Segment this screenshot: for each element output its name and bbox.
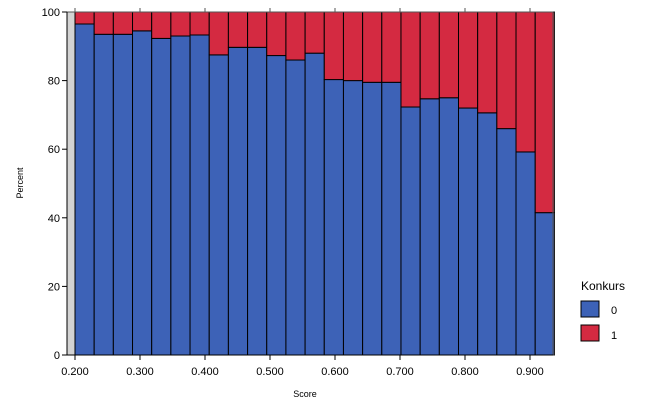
- bar-segment-0-17: [400, 106, 421, 356]
- bar-segment-0-22: [496, 128, 517, 356]
- bar-segment-0-1: [93, 33, 114, 356]
- legend-title: Konkurs: [581, 279, 625, 293]
- bar-segment-0-21: [477, 112, 498, 356]
- y-tick-label-4: 80: [48, 76, 60, 88]
- bar-segment-1-21: [477, 11, 498, 114]
- x-tick-label-5: 0.700: [386, 366, 414, 378]
- bar-segment-1-2: [112, 11, 134, 35]
- bars-layer: [74, 11, 555, 356]
- legend-label-0: 0: [611, 305, 617, 317]
- bar-segment-1-7: [208, 11, 229, 56]
- bar-segment-1-1: [93, 11, 114, 35]
- legend-swatch-1: [580, 324, 600, 342]
- bar-segment-0-5: [170, 35, 191, 356]
- bar-segment-1-24: [534, 11, 555, 214]
- bar-segment-0-19: [438, 97, 459, 356]
- bar-segment-0-18: [419, 98, 440, 356]
- legend-label-1: 1: [611, 330, 617, 342]
- x-tick-label-1: 0.300: [126, 366, 154, 378]
- bar-segment-1-19: [438, 11, 459, 99]
- bar-segment-0-4: [151, 37, 172, 356]
- x-tick-label-4: 0.600: [321, 366, 349, 378]
- bar-segment-0-6: [189, 34, 210, 356]
- y-tick-label-0: 0: [54, 350, 60, 362]
- bar-segment-1-4: [151, 11, 172, 39]
- y-tick-label-5: 100: [42, 7, 60, 19]
- bar-segment-1-17: [400, 11, 421, 108]
- bar-segment-0-24: [534, 212, 555, 356]
- bar-segment-0-13: [323, 79, 344, 356]
- x-tick-label-2: 0.400: [191, 366, 219, 378]
- bar-segment-0-11: [285, 59, 306, 356]
- bar-segment-1-15: [362, 11, 383, 83]
- x-tick-label-7: 0.900: [516, 366, 544, 378]
- bar-segment-1-6: [189, 11, 210, 36]
- bar-segment-0-15: [362, 81, 383, 356]
- axes-layer: 0 20 40 60 80 100 0.200 0.300 0.400 0.500 0.600 0.7…: [42, 7, 554, 378]
- bar-segment-0-7: [208, 54, 229, 356]
- legend: Konkurs 0 1: [580, 279, 625, 342]
- bar-segment-0-23: [515, 151, 536, 356]
- x-axis-title: Score: [293, 389, 317, 399]
- bar-segment-1-9: [247, 11, 268, 48]
- x-tick-label-6: 0.800: [451, 366, 479, 378]
- bar-segment-0-16: [381, 81, 402, 356]
- bar-segment-0-14: [342, 80, 364, 356]
- bar-segment-1-14: [342, 11, 364, 82]
- bar-segment-1-8: [227, 11, 249, 48]
- y-tick-label-3: 60: [48, 144, 60, 156]
- bar-segment-0-20: [458, 107, 479, 356]
- y-axis-title: Percent: [15, 167, 25, 199]
- x-tick-label-3: 0.500: [256, 366, 284, 378]
- y-tick-label-2: 40: [48, 213, 60, 225]
- bar-segment-1-23: [515, 11, 536, 153]
- bar-segment-0-2: [112, 33, 134, 356]
- bar-segment-1-11: [285, 11, 306, 61]
- bar-segment-1-10: [266, 11, 287, 57]
- bar-segment-0-10: [266, 55, 287, 356]
- bar-segment-1-3: [132, 11, 153, 32]
- y-tick-label-1: 20: [48, 281, 60, 293]
- bar-segment-1-0: [74, 11, 95, 25]
- bar-segment-1-18: [419, 11, 440, 100]
- legend-swatch-0: [580, 300, 600, 318]
- bar-segment-0-8: [227, 46, 249, 356]
- bar-segment-1-16: [381, 11, 402, 83]
- bar-segment-1-13: [323, 11, 344, 81]
- x-tick-label-0: 0.200: [61, 366, 89, 378]
- bar-segment-0-3: [132, 30, 153, 356]
- bar-segment-1-5: [170, 11, 191, 37]
- bar-segment-0-0: [74, 23, 95, 356]
- bar-segment-0-9: [247, 46, 268, 356]
- bar-segment-1-12: [304, 11, 325, 54]
- bar-segment-1-22: [496, 11, 517, 130]
- bar-segment-1-20: [458, 11, 479, 109]
- bar-segment-0-12: [304, 52, 325, 356]
